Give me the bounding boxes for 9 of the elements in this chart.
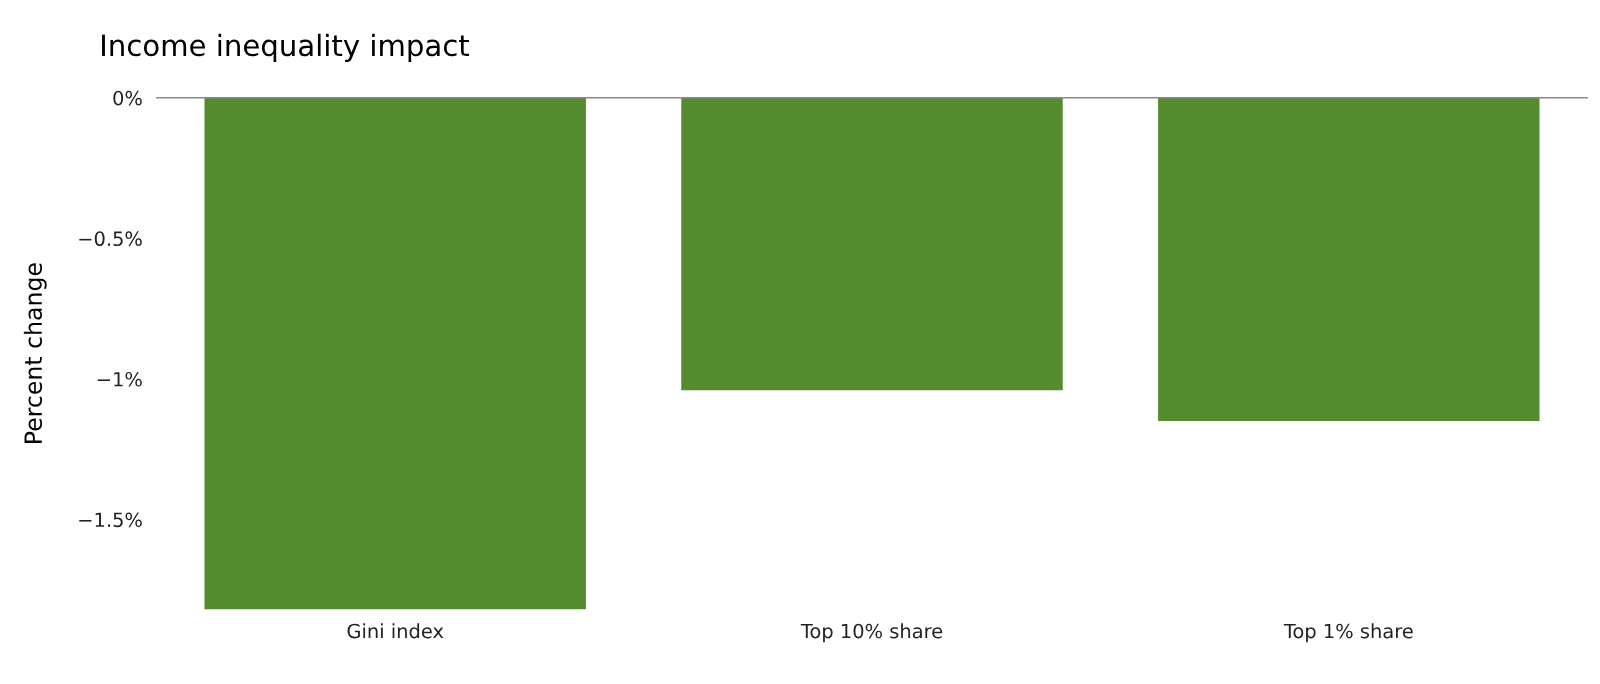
x-tick-label: Top 1% share <box>1283 623 1413 643</box>
y-tick-label: −1% <box>97 371 142 387</box>
chart-title: Income inequality impact <box>102 33 470 62</box>
x-tick-label: Top 10% share <box>800 623 943 643</box>
y-axis-title: Percent change <box>23 263 47 443</box>
y-tick-label: −0.5% <box>79 231 142 247</box>
y-tick-label: 0% <box>113 90 142 106</box>
y-tick-label: −1.5% <box>79 512 142 528</box>
x-tick-label: Gini index <box>347 623 444 639</box>
